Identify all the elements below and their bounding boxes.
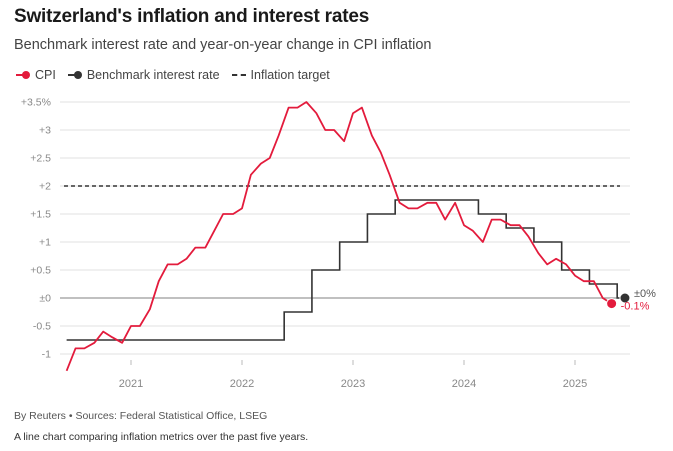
rate-legend-marker [67,70,82,80]
x-tick-label-1: 2022 [230,378,254,390]
cpi-end-label: -0.1% [621,301,650,313]
y-tick-label-2: +2.5 [30,153,51,165]
legend-item-rate: Benchmark interest rate [67,68,220,82]
source-note: By Reuters • Sources: Federal Statistica… [14,410,268,422]
cpi-legend-marker [16,70,30,80]
x-tick-label-2: 2023 [341,378,365,390]
legend-item-cpi: CPI [16,68,56,82]
label-layer: ±0%-0.1% [621,288,656,313]
y-tick-label-3: +2 [39,181,51,193]
cpi-end-marker [606,298,618,310]
x-tick-label-0: 2021 [119,378,143,390]
chart-plot: +3.5% +3 +2.5 +2 +1.5 +1 +0.5 ±0 -0.5 -1 2021 2022 2… [21,97,656,391]
legend: CPI Benchmark interest rate Inflation ta… [16,68,342,82]
cpi-series-line [65,101,613,372]
y-tick-label-5: +1 [39,237,51,249]
y-tick-label-9: -1 [42,349,51,361]
y-tick-label-8: -0.5 [33,321,51,333]
chart-title: Switzerland's inflation and interest rat… [14,6,370,27]
rate-end-marker [619,292,631,304]
y-tick-label-6: +0.5 [30,265,51,277]
x-tick-label-3: 2024 [452,378,476,390]
legend-label-target: Inflation target [250,68,330,82]
x-tick-label-4: 2025 [563,378,587,390]
chart-subtitle: Benchmark interest rate and year-on-year… [14,37,432,53]
legend-item-target: Inflation target [231,68,330,82]
y-tick-label-7: ±0 [39,293,51,305]
y-tick-label-4: +1.5 [30,209,51,221]
y-tick-label-0: +3.5% [21,97,51,109]
legend-label-rate: Benchmark interest rate [86,68,220,82]
series-layer [65,101,631,372]
rate-series-line [66,199,625,341]
chart-caption: A line chart comparing inflation metrics… [14,431,309,443]
rate-end-label: ±0% [634,288,656,300]
y-tick-label-1: +3 [39,125,51,137]
target-legend-marker [231,74,246,76]
legend-label-cpi: CPI [35,68,56,82]
grid-layer: +3.5% +3 +2.5 +2 +1.5 +1 +0.5 ±0 -0.5 -1 2021 2022 2… [21,97,630,390]
